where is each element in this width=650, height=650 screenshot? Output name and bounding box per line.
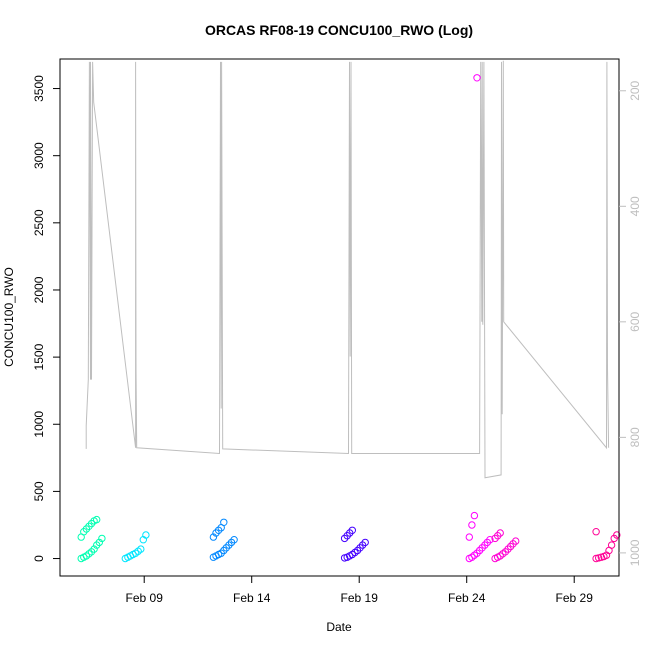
data-point: [209, 533, 218, 541]
right-tick-label: 1000: [628, 539, 642, 566]
x-tick-label: Feb 29: [556, 591, 594, 605]
data-point: [592, 528, 600, 536]
data-point: [230, 536, 238, 544]
y-tick-label: 3000: [32, 142, 46, 169]
chart-title: ORCAS RF08-19 CONCU100_RWO (Log): [205, 22, 473, 38]
data-point: [93, 515, 101, 524]
y-tick-label: 2000: [32, 276, 46, 303]
y-tick-label: 0: [32, 555, 46, 562]
data-point: [473, 74, 481, 82]
data-point: [95, 538, 104, 547]
pressure-line: [85, 60, 610, 479]
x-tick-label: Feb 14: [233, 591, 271, 605]
x-tick-label: Feb 09: [126, 591, 164, 605]
right-tick-label: 400: [628, 196, 642, 216]
data-point: [465, 533, 473, 541]
right-tick-label: 800: [628, 427, 642, 447]
data-points: [77, 74, 621, 563]
y-tick-label: 1500: [32, 343, 46, 370]
data-point: [486, 536, 494, 544]
y-tick-label: 1000: [32, 411, 46, 438]
plot-frame: [59, 58, 620, 577]
y-tick-label: 500: [32, 481, 46, 501]
right-tick-label: 200: [628, 80, 642, 100]
data-point: [468, 521, 476, 529]
data-point: [98, 534, 106, 543]
data-point: [348, 526, 356, 534]
data-point: [607, 541, 616, 549]
right-tick-label: 600: [628, 312, 642, 332]
data-point: [214, 526, 223, 534]
x-axis-title: Date: [326, 620, 352, 634]
y-tick-label: 3500: [32, 75, 46, 102]
data-point: [90, 545, 98, 553]
y-tick-label: 2500: [32, 209, 46, 236]
pressure-trace: [85, 60, 610, 479]
data-point: [361, 538, 369, 547]
data-point: [613, 531, 621, 539]
y-axis-title: CONCU100_RWO: [2, 267, 16, 367]
data-point: [137, 545, 145, 553]
data-point: [470, 511, 479, 520]
data-point: [504, 545, 512, 553]
data-point: [468, 553, 476, 561]
x-tick-label: Feb 19: [341, 591, 379, 605]
data-point: [512, 537, 520, 545]
y-axis: 0 500 1000 1500 2000 2500 3000 3500: [32, 75, 60, 562]
data-point: [496, 529, 504, 537]
right-axis: 200 400 600 800 1000: [619, 80, 642, 566]
x-axis: Feb 09 Feb 14 Feb 19 Feb 24 Feb 29: [126, 576, 594, 605]
x-tick-label: Feb 24: [448, 591, 486, 605]
data-point: [85, 550, 93, 558]
data-point: [220, 518, 228, 526]
data-point: [142, 531, 150, 539]
